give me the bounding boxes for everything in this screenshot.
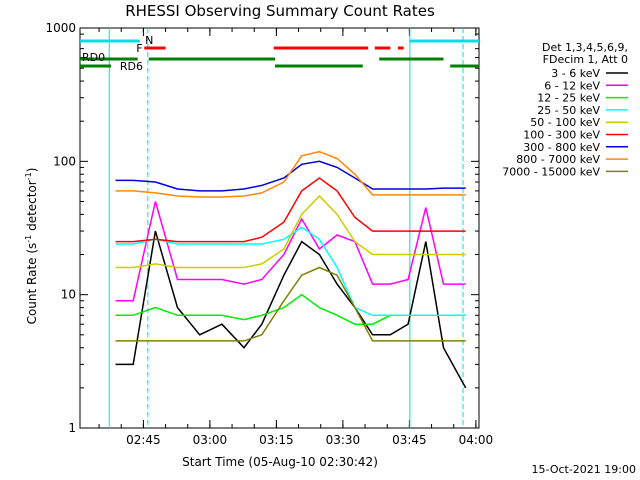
series-line-8 [115, 266, 466, 342]
y-tick-label: 1000 [45, 21, 76, 35]
footer-date: 15-Oct-2021 19:00 [532, 463, 636, 476]
x-tick-label: 04:00 [459, 433, 494, 447]
series-line-3 [115, 226, 466, 317]
legend-entry-label: 3 - 6 keV [551, 67, 600, 80]
legend-header: Det 1,3,4,5,6,9, [542, 41, 628, 54]
y-tick-label: 1 [68, 421, 76, 435]
y-tick-label: 100 [53, 154, 76, 168]
x-tick-label: 03:15 [259, 433, 294, 447]
legend-entry-label: 7000 - 15000 keV [502, 165, 600, 178]
legend-entry-label: 300 - 800 keV [523, 141, 600, 154]
rd6-label: RD6 [120, 60, 143, 73]
x-axis-label: Start Time (05-Aug-10 02:30:42) [182, 455, 378, 469]
series-line-0 [115, 230, 467, 389]
x-tick-label: 02:45 [126, 433, 161, 447]
legend-entry-label: 100 - 300 keV [523, 129, 600, 142]
chart-title: RHESSI Observing Summary Count Rates [125, 2, 435, 20]
legend-entry-label: 800 - 7000 keV [516, 153, 600, 166]
flare-label: F [136, 42, 142, 55]
series-line-4 [115, 194, 466, 269]
y-tick-label: 10 [61, 288, 76, 302]
x-tick-label: 03:30 [326, 433, 361, 447]
legend: Det 1,3,4,5,6,9,FDecim 1, Att 03 - 6 keV… [502, 41, 628, 178]
series-line-6 [115, 160, 466, 192]
series-line-7 [115, 150, 466, 198]
legend-entry-label: 6 - 12 keV [544, 79, 600, 92]
series-line-5 [115, 177, 466, 243]
x-tick-label: 03:45 [392, 433, 427, 447]
legend-header: FDecim 1, Att 0 [543, 53, 628, 66]
x-tick-label: 03:00 [193, 433, 228, 447]
svg-text:Count Rate (s-1 detector-1): Count Rate (s-1 detector-1) [24, 168, 39, 325]
rd0-label: RD0 [82, 51, 105, 64]
series-line-1 [115, 201, 466, 302]
night-label: N [145, 34, 153, 47]
plot-frame [79, 27, 480, 429]
plot-area: 1 10 100 1000 02:45 03:00 03:15 03:30 03:45 04:00… [45, 21, 493, 447]
legend-entry-label: 12 - 25 keV [537, 92, 600, 105]
legend-entry-label: 25 - 50 keV [537, 104, 600, 117]
legend-entry-label: 50 - 100 keV [530, 116, 600, 129]
y-axis-label: Count Rate (s-1 detector-1) [24, 168, 39, 325]
